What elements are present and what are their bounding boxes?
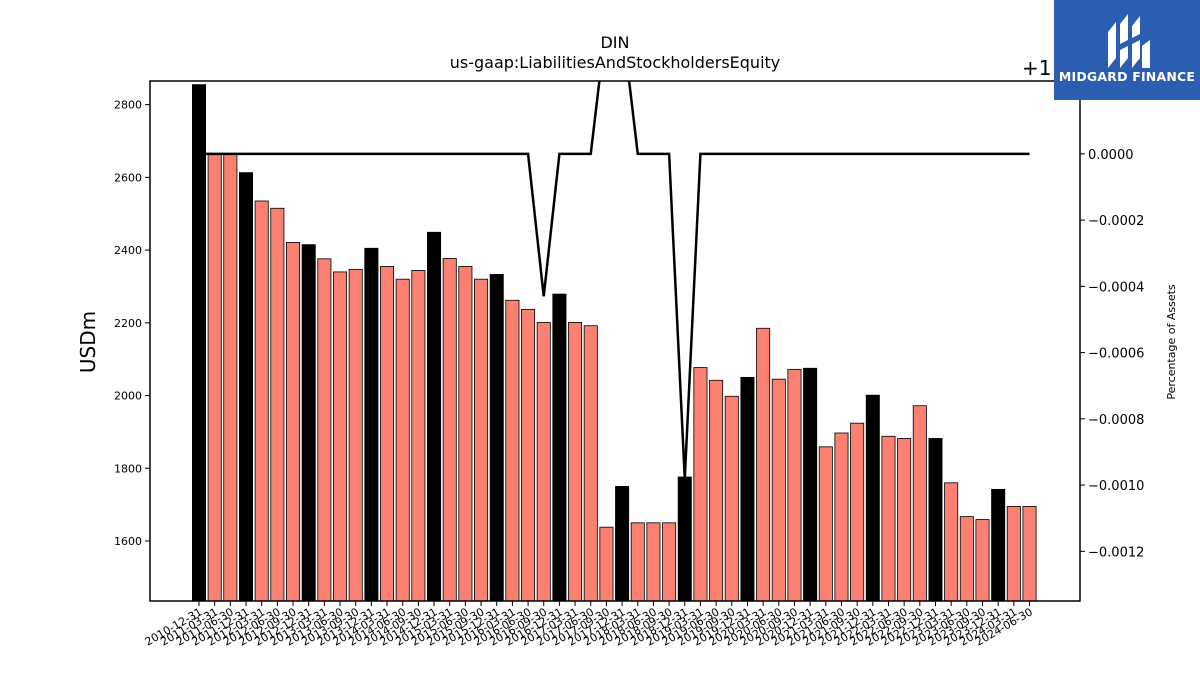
- y2-tick-label: −0.0002: [1088, 214, 1144, 229]
- bar-2019-06-30: [709, 379, 724, 601]
- midgard-logo-icon: [1108, 14, 1150, 68]
- bar-2013-06-30: [333, 271, 348, 601]
- bar-2014-03-31: [380, 266, 395, 601]
- bar-2015-03-31: [442, 258, 457, 601]
- bar-2013-12-31: [364, 247, 379, 601]
- chart-title: DIN: [600, 33, 629, 52]
- bar-2021-03-31: [818, 446, 833, 601]
- bar-2023-12-31: [991, 488, 1006, 601]
- bar-2012-03-31: [254, 200, 269, 601]
- bar-2012-06-30: [270, 207, 285, 601]
- percentage-line-series: [199, 81, 1030, 479]
- bar-2021-12-31: [865, 394, 880, 601]
- bar-2019-03-31: [693, 367, 708, 601]
- bar-2023-06-30: [959, 516, 974, 601]
- bar-series: [191, 84, 1037, 601]
- bar-2015-12-31: [489, 274, 504, 601]
- y2-tick-label: 0.0000: [1088, 148, 1134, 163]
- y-tick-label: 2800: [114, 99, 142, 112]
- bar-2014-12-31: [427, 231, 442, 601]
- bar-2020-03-31: [756, 327, 771, 601]
- bar-2016-09-30: [536, 322, 551, 601]
- bar-2016-12-31: [552, 293, 567, 601]
- bar-2015-06-30: [458, 266, 473, 601]
- bar-2019-12-31: [740, 376, 755, 601]
- bar-2021-09-30: [850, 422, 865, 601]
- y2-tick-label: −0.0008: [1088, 413, 1144, 428]
- bar-2018-06-30: [646, 522, 661, 601]
- y-axis-label: USDm: [76, 311, 100, 373]
- bar-2014-09-30: [411, 270, 426, 601]
- y-tick-label: 2600: [114, 171, 142, 184]
- bar-2017-12-31: [615, 486, 630, 601]
- bar-2020-06-30: [771, 378, 786, 601]
- percentage-line: [199, 81, 1030, 479]
- y-tick-label: 2400: [114, 244, 142, 257]
- bar-2022-03-31: [881, 435, 896, 601]
- bar-2024-03-31: [1006, 506, 1021, 601]
- y2-tick-label: −0.0004: [1088, 280, 1144, 295]
- bar-2024-06-30: [1022, 506, 1037, 601]
- bar-2017-09-30: [599, 526, 614, 601]
- bar-2020-09-30: [787, 368, 802, 601]
- bar-2021-06-30: [834, 432, 849, 601]
- bar-2013-09-30: [348, 268, 363, 601]
- bar-2023-09-30: [975, 519, 990, 601]
- bar-2020-12-31: [803, 367, 818, 601]
- bar-2023-03-31: [944, 482, 959, 601]
- logo-text: MIDGARD FINANCE: [1058, 69, 1196, 84]
- bar-2017-03-31: [568, 322, 583, 601]
- bar-2018-09-30: [662, 522, 677, 601]
- midgard-finance-logo: MIDGARD FINANCE: [1054, 0, 1200, 100]
- y-tick-label: 2000: [114, 390, 142, 403]
- bar-2012-09-30: [286, 242, 301, 601]
- y-tick-label: 2200: [114, 317, 142, 330]
- bar-2022-09-30: [912, 405, 927, 601]
- axes: 1600 1800 2000 2200 2400 2600 2800 0.0000 −0.000…: [114, 80, 1144, 649]
- bar-2011-06-30: [223, 153, 238, 601]
- bar-2016-03-31: [505, 299, 520, 601]
- bar-2018-12-31: [677, 476, 692, 601]
- bar-2022-06-30: [897, 438, 912, 601]
- y2-tick-label: −0.0012: [1088, 545, 1144, 560]
- bar-2012-12-31: [301, 244, 316, 601]
- plot-frame: [149, 80, 1081, 602]
- bar-2018-03-31: [630, 522, 645, 601]
- bar-2011-12-31: [239, 172, 254, 601]
- bar-2013-03-31: [317, 258, 332, 601]
- y2-offset-label: +1: [1022, 56, 1051, 80]
- y2-axis-label: Percentage of Assets: [1165, 284, 1178, 400]
- y2-tick-label: −0.0006: [1088, 347, 1144, 362]
- chart-subtitle: us-gaap:LiabilitiesAndStockholdersEquity: [450, 53, 781, 72]
- bar-2014-06-30: [395, 278, 410, 601]
- bar-2010-12-31: [191, 84, 206, 601]
- bar-2022-12-31: [928, 438, 943, 601]
- y-tick-label: 1600: [114, 535, 142, 548]
- bar-2019-09-30: [724, 395, 739, 601]
- y-tick-label: 1800: [114, 462, 142, 475]
- bar-2015-09-30: [474, 278, 489, 601]
- bar-2016-06-30: [521, 308, 536, 601]
- bar-2017-06-30: [583, 325, 598, 601]
- y2-tick-label: −0.0010: [1088, 479, 1144, 494]
- bar-2011-03-31: [207, 153, 222, 601]
